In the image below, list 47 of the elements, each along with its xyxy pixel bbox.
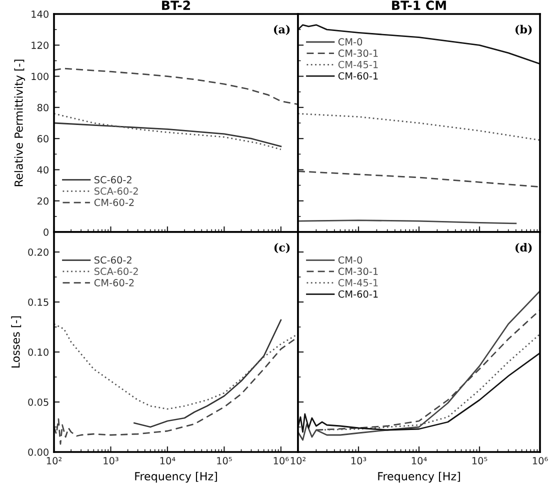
x-tick-label: 10³: [104, 457, 118, 464]
legend-label: CM-0: [338, 38, 362, 46]
text: SCA-60-2: [94, 268, 138, 276]
legend-label: CM-45-1: [338, 60, 378, 68]
x-tick-label: 10⁴: [412, 457, 427, 464]
x-tick-label: 10⁶: [532, 457, 548, 464]
y-tick-label: 0: [44, 228, 48, 236]
y-tick-label: 20: [37, 197, 48, 205]
y-tick-label: 0.00: [28, 448, 48, 456]
y-axis-title: Relative Permittivity [-]: [14, 60, 26, 186]
chart-title: BT-2: [162, 0, 190, 10]
legend-label: CM-0: [338, 256, 362, 264]
legend-label: SCA-60-2: [94, 187, 138, 195]
y-tick-label: 40: [37, 166, 48, 174]
y-tick-label: 0.05: [28, 398, 48, 406]
x-tick-label: 10²: [290, 457, 306, 464]
legend-label: CM-60-1: [338, 72, 378, 80]
x-tick-label: 10⁵: [217, 457, 232, 464]
annotation: (a): [274, 24, 290, 36]
x-tick-label: 10⁶: [274, 457, 289, 464]
y-tick-label: 0.15: [28, 298, 48, 306]
y-tick-label: 0.20: [28, 248, 48, 256]
x-axis-title: Frequency [Hz]: [378, 472, 460, 483]
legend-label: CM-30-1: [338, 50, 378, 57]
y-tick-label: 80: [37, 104, 48, 112]
y-axis-title: Losses [-]: [11, 316, 22, 368]
text: SC-60-2: [94, 256, 132, 264]
chart-title: BT-1 CM: [392, 0, 446, 10]
annotation: (b): [516, 24, 532, 36]
legend-label: SC-60-2: [94, 176, 132, 184]
x-axis-title: Frequency [Hz]: [135, 472, 217, 483]
x-tick-label: 10⁴: [160, 457, 176, 464]
x-tick-label: 10³: [351, 457, 366, 464]
text: CM-60-2: [94, 279, 134, 286]
y-tick-label: 0.10: [28, 348, 48, 356]
y-tick-label: 140: [32, 10, 48, 18]
legend-label: CM-60-2: [94, 198, 134, 206]
y-tick-label: 120: [32, 42, 48, 49]
y-tick-label: 60: [37, 135, 48, 142]
annotation: (d): [516, 243, 532, 254]
x-tick-label: 10⁵: [472, 457, 488, 464]
annotation: (c): [274, 243, 290, 254]
x-tick-label: 10²: [46, 457, 62, 464]
legend-label: CM-45-1: [338, 279, 378, 286]
legend-label: CM-30-1: [338, 268, 378, 276]
legend-label: CM-60-1: [338, 290, 378, 298]
y-tick-label: 100: [32, 72, 48, 80]
